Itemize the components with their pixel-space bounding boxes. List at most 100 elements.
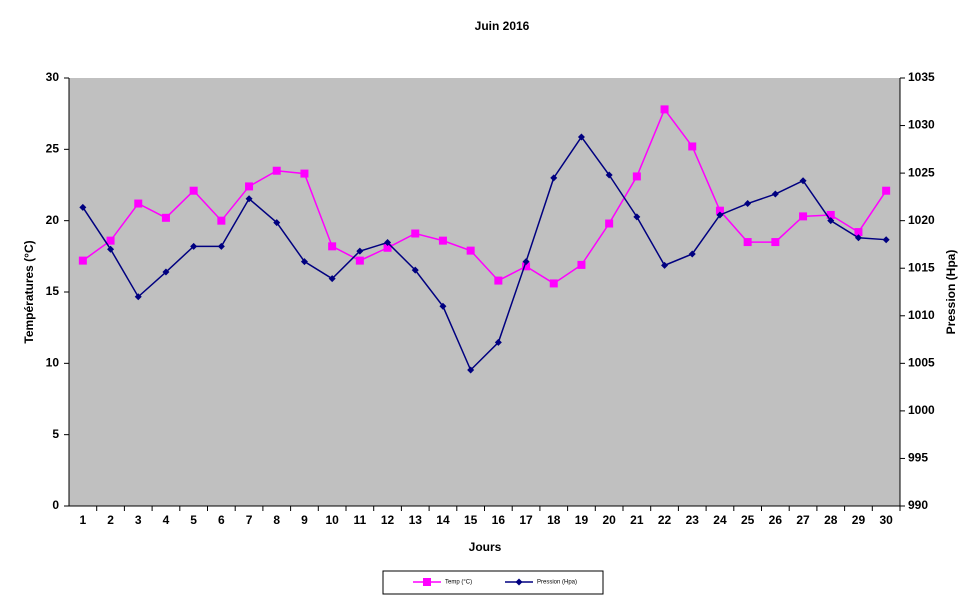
point — [854, 228, 863, 237]
point — [854, 234, 862, 242]
point — [827, 217, 835, 225]
point — [799, 212, 808, 221]
point — [494, 338, 502, 346]
x-tick-label: 22 — [658, 513, 672, 527]
x-tick-label: 24 — [713, 513, 727, 527]
point — [605, 219, 614, 228]
point — [411, 229, 420, 238]
x-tick-label: 27 — [796, 513, 810, 527]
point — [771, 238, 780, 247]
x-tick-label: 2 — [107, 513, 114, 527]
point — [549, 279, 558, 288]
point — [494, 276, 503, 285]
x-tick-label: 28 — [824, 513, 838, 527]
x-tick-label: 1 — [80, 513, 87, 527]
x-tick-label: 16 — [492, 513, 506, 527]
x-tick-label: 10 — [325, 513, 339, 527]
y2-tick-label: 995 — [908, 451, 928, 465]
x-tick-label: 26 — [769, 513, 783, 527]
x-tick-label: 3 — [135, 513, 142, 527]
point — [577, 260, 586, 269]
point — [356, 247, 364, 255]
point — [633, 213, 641, 221]
x-tick-label: 25 — [741, 513, 755, 527]
point — [744, 200, 752, 208]
point — [245, 182, 254, 191]
x-tick-label: 7 — [246, 513, 253, 527]
legend-box — [382, 570, 604, 595]
x-tick-label: 8 — [273, 513, 280, 527]
point — [577, 133, 585, 141]
y-axis-label: Températures (°C) — [22, 240, 36, 343]
y2-tick-label: 1010 — [908, 308, 935, 322]
x-tick-label: 12 — [381, 513, 395, 527]
y2-tick-label: 1020 — [908, 213, 935, 227]
point — [439, 302, 447, 310]
legend-label: Temp (°C) — [445, 580, 472, 586]
x-tick-label: 23 — [686, 513, 700, 527]
x-tick-label: 13 — [409, 513, 423, 527]
point — [605, 171, 613, 179]
point — [134, 293, 142, 301]
series-line — [82, 135, 887, 372]
point — [882, 236, 890, 244]
legend-marker — [515, 578, 523, 586]
point — [715, 206, 724, 215]
point — [411, 266, 419, 274]
point — [217, 216, 226, 225]
point — [78, 256, 87, 265]
x-tick-label: 30 — [879, 513, 893, 527]
y2-tick-label: 1005 — [908, 356, 935, 370]
y-tick-label: 25 — [46, 142, 60, 156]
chart-title: Juin 2016 — [475, 19, 530, 33]
x-tick-label: 14 — [436, 513, 450, 527]
x-tick-label: 20 — [602, 513, 616, 527]
x-tick-label: 17 — [519, 513, 533, 527]
point — [661, 261, 669, 269]
point — [190, 242, 198, 250]
point — [522, 262, 531, 271]
point — [328, 242, 337, 251]
point — [355, 256, 364, 265]
x-tick-label: 9 — [301, 513, 308, 527]
point — [106, 236, 115, 245]
y-tick-label: 15 — [46, 284, 60, 298]
legend-marker — [423, 578, 431, 586]
point — [771, 190, 779, 198]
y2-tick-label: 1035 — [908, 70, 935, 84]
x-tick-label: 6 — [218, 513, 225, 527]
x-tick-label: 4 — [163, 513, 170, 527]
series-line — [82, 107, 887, 285]
y-tick-label: 0 — [52, 498, 59, 512]
y2-tick-label: 1025 — [908, 165, 935, 179]
plot-area — [69, 78, 900, 506]
point — [467, 366, 475, 374]
point — [550, 174, 558, 182]
y2-tick-label: 1015 — [908, 260, 935, 274]
point — [217, 242, 225, 250]
y2-tick-label: 1000 — [908, 403, 935, 417]
y-tick-label: 5 — [52, 427, 59, 441]
x-tick-label: 19 — [575, 513, 589, 527]
y-tick-label: 20 — [46, 213, 60, 227]
legend-label: Pression (Hpa) — [537, 580, 577, 586]
point — [79, 203, 87, 211]
point — [245, 195, 253, 203]
point — [688, 142, 697, 151]
point — [272, 166, 281, 175]
point — [189, 186, 198, 195]
x-tick-label: 29 — [852, 513, 866, 527]
x-tick-label: 15 — [464, 513, 478, 527]
point — [688, 250, 696, 258]
point — [466, 246, 475, 255]
point — [328, 275, 336, 283]
point — [161, 213, 170, 222]
point — [300, 169, 309, 178]
y-tick-label: 30 — [46, 70, 60, 84]
x-axis-label: Jours — [469, 540, 502, 554]
point — [162, 268, 170, 276]
point — [882, 186, 891, 195]
point — [632, 172, 641, 181]
